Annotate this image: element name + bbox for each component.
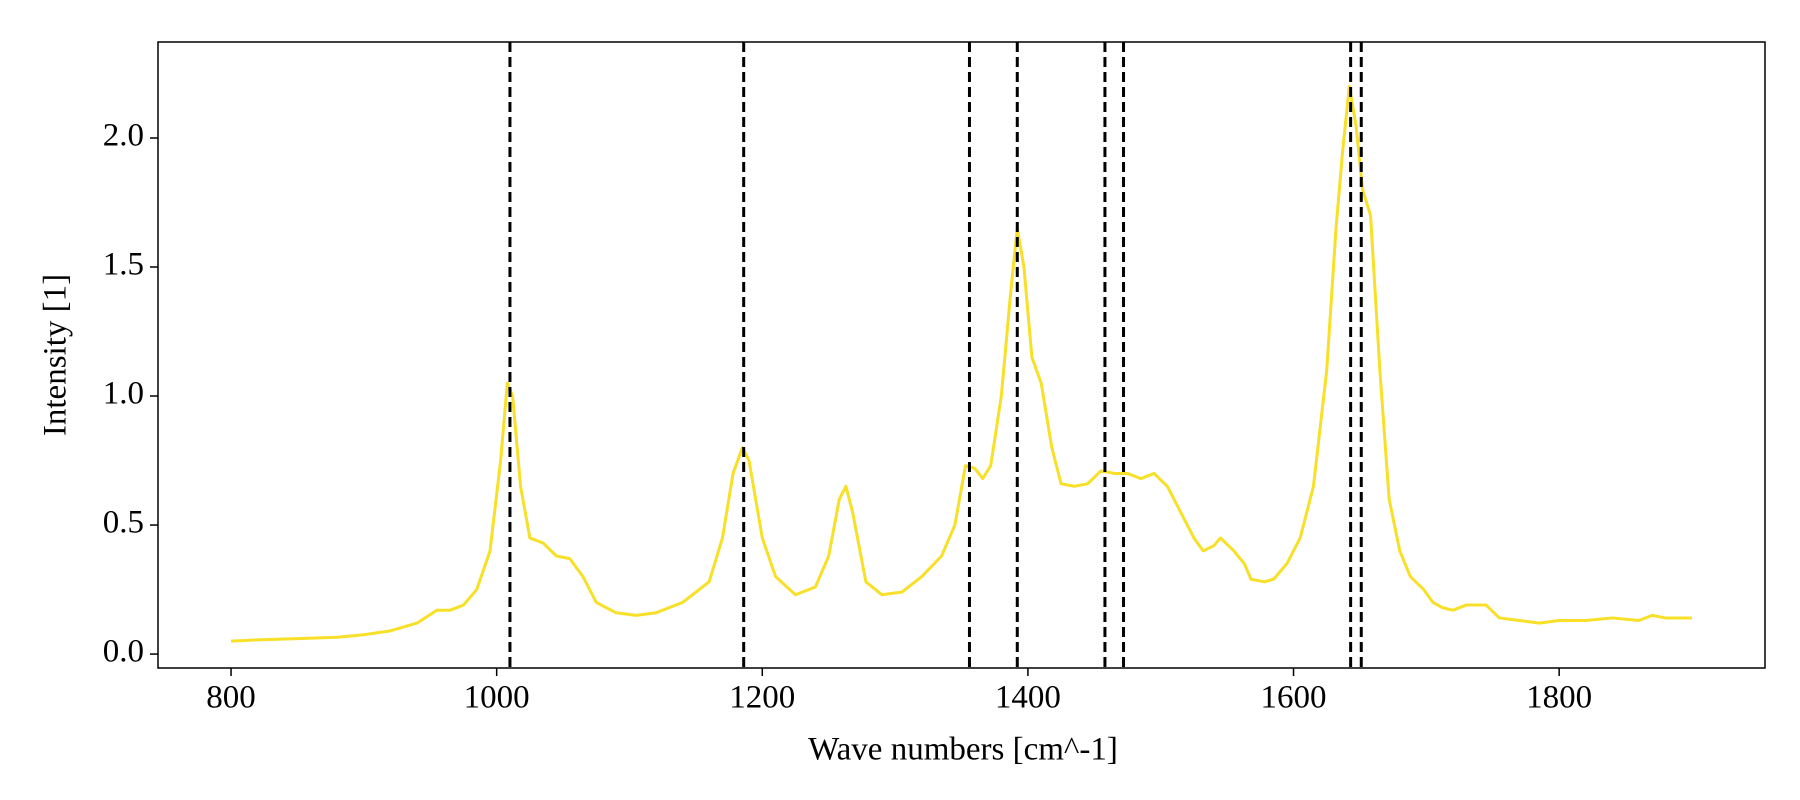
y-tick-label: 0.5 — [103, 505, 144, 541]
y-tick-label: 2.0 — [103, 118, 144, 154]
x-tick-label: 1400 — [995, 680, 1061, 716]
x-tick-label: 1600 — [1261, 680, 1327, 716]
y-axis-label: Intensity [1] — [38, 274, 74, 436]
plot-frame — [157, 41, 1766, 669]
x-tick-label: 800 — [206, 680, 256, 716]
x-tick-label: 1200 — [729, 680, 795, 716]
y-tick-label: 0.0 — [103, 634, 144, 670]
spectrum-line — [230, 84, 1692, 643]
x-tick-label: 1000 — [464, 680, 530, 716]
y-tick-label: 1.0 — [103, 376, 144, 412]
x-tick-label: 1800 — [1526, 680, 1592, 716]
x-axis-label: Wave numbers [cm^-1] — [808, 732, 1118, 768]
y-tick-label: 1.5 — [103, 247, 144, 283]
